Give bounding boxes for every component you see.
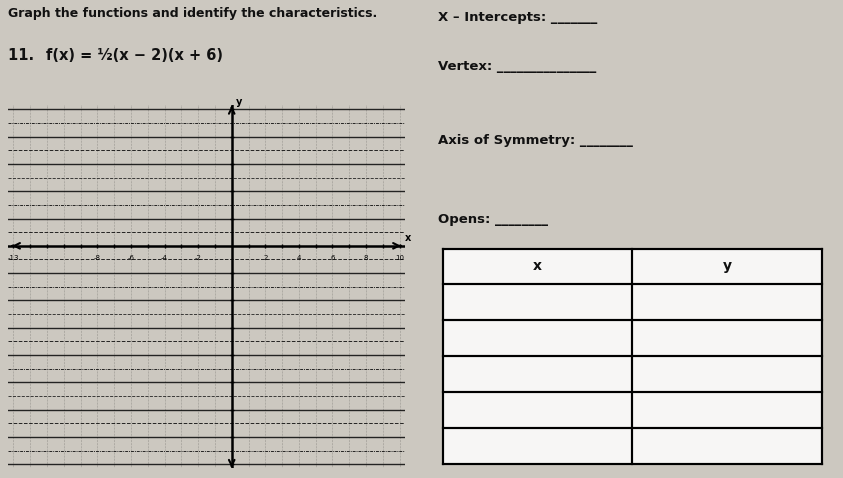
Text: Opens: ________: Opens: ________ — [438, 213, 548, 226]
Text: y: y — [236, 97, 242, 107]
Text: Vertex: _______________: Vertex: _______________ — [438, 60, 597, 73]
Text: 11.: 11. — [8, 48, 40, 63]
Text: 2: 2 — [263, 255, 267, 261]
Text: 10: 10 — [395, 255, 404, 261]
Text: Graph the functions and identify the characteristics.: Graph the functions and identify the cha… — [8, 7, 378, 20]
Text: Axis of Symmetry: ________: Axis of Symmetry: ________ — [438, 134, 633, 147]
Text: x: x — [533, 260, 542, 273]
Text: 6: 6 — [330, 255, 335, 261]
Text: -8: -8 — [94, 255, 101, 261]
Text: -4: -4 — [161, 255, 168, 261]
Text: f(x) = ½(x − 2)(x + 6): f(x) = ½(x − 2)(x + 6) — [46, 48, 223, 63]
Text: x: x — [405, 233, 411, 243]
Text: x: x — [533, 260, 542, 273]
Text: -6: -6 — [127, 255, 135, 261]
Text: -2: -2 — [195, 255, 201, 261]
Text: X – Intercepts: _______: X – Intercepts: _______ — [438, 11, 598, 23]
Text: 4: 4 — [297, 255, 301, 261]
Text: -13: -13 — [8, 255, 19, 261]
Text: y: y — [722, 260, 732, 273]
Text: y: y — [722, 260, 732, 273]
Text: 8: 8 — [364, 255, 368, 261]
